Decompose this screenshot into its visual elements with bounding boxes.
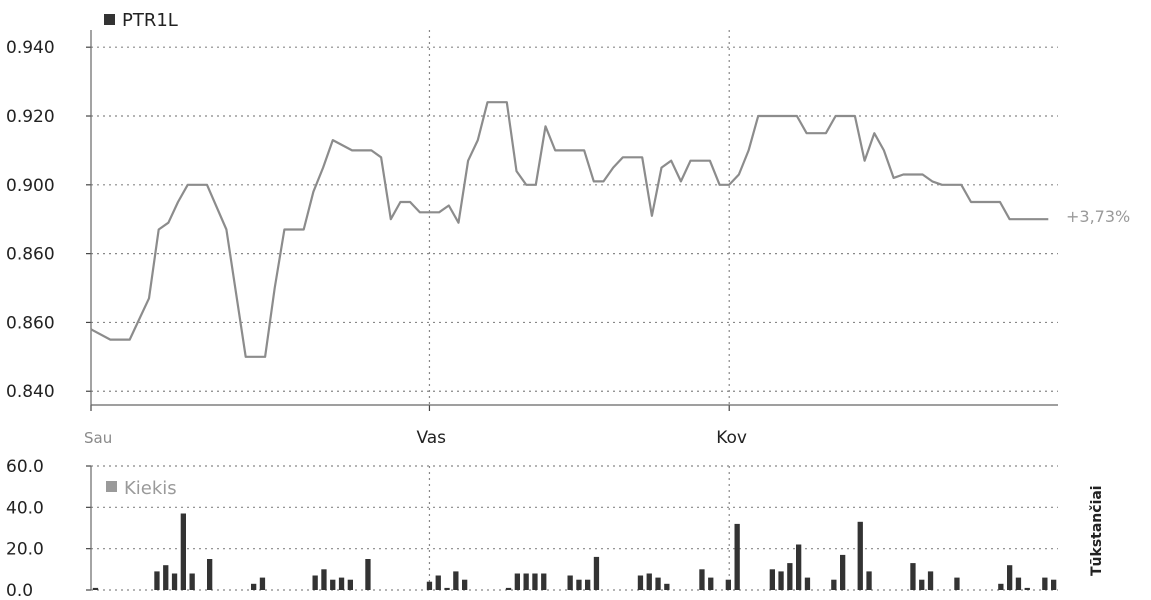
volume-bar bbox=[699, 569, 705, 590]
volume-bar bbox=[523, 573, 529, 590]
volume-bar bbox=[321, 569, 327, 590]
price-series-line bbox=[90, 101, 1049, 358]
volume-y-tick-label: 40.0 bbox=[6, 498, 44, 518]
volume-bars bbox=[92, 513, 1057, 590]
volume-bar bbox=[426, 581, 433, 590]
price-change-label: +3,73% bbox=[1066, 207, 1130, 226]
volume-bar bbox=[1024, 587, 1030, 590]
volume-bar bbox=[92, 587, 99, 590]
volume-bar bbox=[585, 579, 591, 590]
volume-bar bbox=[435, 575, 441, 590]
price-x-tick-label: Kov bbox=[716, 428, 747, 448]
volume-bar bbox=[462, 579, 468, 590]
volume-bar bbox=[532, 573, 538, 590]
volume-unit-label: Tūkstančiai bbox=[1089, 485, 1105, 576]
volume-bar bbox=[910, 563, 916, 590]
volume-bar bbox=[180, 513, 186, 590]
price-y-tick-label: 0.940 bbox=[6, 38, 55, 58]
volume-bar bbox=[154, 571, 160, 590]
volume-bar bbox=[189, 573, 195, 590]
price-legend-swatch bbox=[104, 14, 115, 25]
volume-bar bbox=[927, 571, 934, 590]
volume-panel: 60.0 40.0 20.0 0.0 Kiekis Tūkstančiai bbox=[6, 457, 1105, 600]
volume-bar bbox=[1051, 579, 1057, 590]
volume-bar bbox=[646, 573, 652, 590]
price-grid bbox=[91, 30, 1058, 590]
volume-bar bbox=[163, 565, 169, 590]
volume-bar bbox=[541, 573, 547, 590]
volume-legend-swatch bbox=[106, 481, 117, 492]
volume-bar bbox=[708, 577, 714, 590]
volume-bar bbox=[444, 587, 450, 590]
price-x-tick-label: Sau bbox=[84, 429, 112, 447]
volume-bar bbox=[954, 577, 960, 590]
volume-bar bbox=[505, 587, 512, 590]
price-y-axis: 0.940 0.920 0.900 0.860 0.860 0.840 bbox=[6, 30, 92, 405]
volume-bar bbox=[787, 563, 793, 590]
volume-bar bbox=[998, 583, 1004, 590]
volume-bar bbox=[171, 573, 178, 590]
volume-bar bbox=[207, 559, 213, 590]
volume-bar bbox=[857, 521, 863, 590]
volume-bar bbox=[778, 571, 784, 590]
volume-bar bbox=[365, 559, 371, 590]
price-y-tick-label: 0.860 bbox=[6, 245, 55, 265]
price-x-axis: Sau Vas Kov bbox=[84, 404, 1058, 448]
volume-bar bbox=[804, 577, 811, 590]
price-y-tick-label: 0.900 bbox=[6, 176, 55, 196]
volume-bar bbox=[664, 583, 670, 590]
volume-bar bbox=[567, 575, 573, 590]
volume-bar bbox=[734, 523, 740, 590]
volume-bar bbox=[312, 575, 318, 590]
volume-legend-label: Kiekis bbox=[124, 478, 177, 499]
volume-bar bbox=[866, 571, 872, 590]
volume-bar bbox=[514, 573, 520, 590]
volume-bar bbox=[1042, 577, 1048, 590]
volume-y-tick-label: 20.0 bbox=[6, 540, 44, 560]
volume-bar bbox=[576, 579, 582, 590]
volume-bar bbox=[259, 577, 266, 590]
volume-bar bbox=[840, 554, 846, 590]
volume-y-tick-label: 60.0 bbox=[6, 457, 44, 477]
price-x-tick-label: Vas bbox=[416, 428, 446, 448]
volume-bar bbox=[919, 579, 925, 590]
volume-bar bbox=[796, 544, 802, 590]
volume-bar bbox=[251, 583, 257, 590]
volume-bar bbox=[453, 571, 459, 590]
price-legend-label: PTR1L bbox=[122, 10, 178, 31]
volume-bar bbox=[330, 579, 336, 590]
volume-y-tick-label: 0.0 bbox=[6, 581, 33, 600]
volume-bar bbox=[725, 579, 731, 590]
price-y-tick-label: 0.840 bbox=[6, 382, 55, 402]
volume-bar bbox=[1007, 565, 1013, 590]
volume-bar bbox=[831, 579, 837, 590]
volume-bar bbox=[1015, 577, 1022, 590]
price-panel: 0.940 0.920 0.900 0.860 0.860 0.840 Sau Vas Kov… bbox=[6, 10, 1130, 590]
volume-bar bbox=[655, 577, 661, 590]
price-y-tick-label: 0.920 bbox=[6, 107, 55, 127]
volume-bar bbox=[593, 556, 600, 590]
volume-grid bbox=[91, 465, 1058, 591]
volume-bar bbox=[637, 575, 644, 590]
volume-bar bbox=[769, 569, 775, 590]
volume-y-axis: 60.0 40.0 20.0 0.0 bbox=[6, 457, 92, 600]
volume-bar bbox=[347, 579, 353, 590]
volume-bar bbox=[338, 577, 345, 590]
price-y-tick-label: 0.860 bbox=[6, 313, 55, 333]
